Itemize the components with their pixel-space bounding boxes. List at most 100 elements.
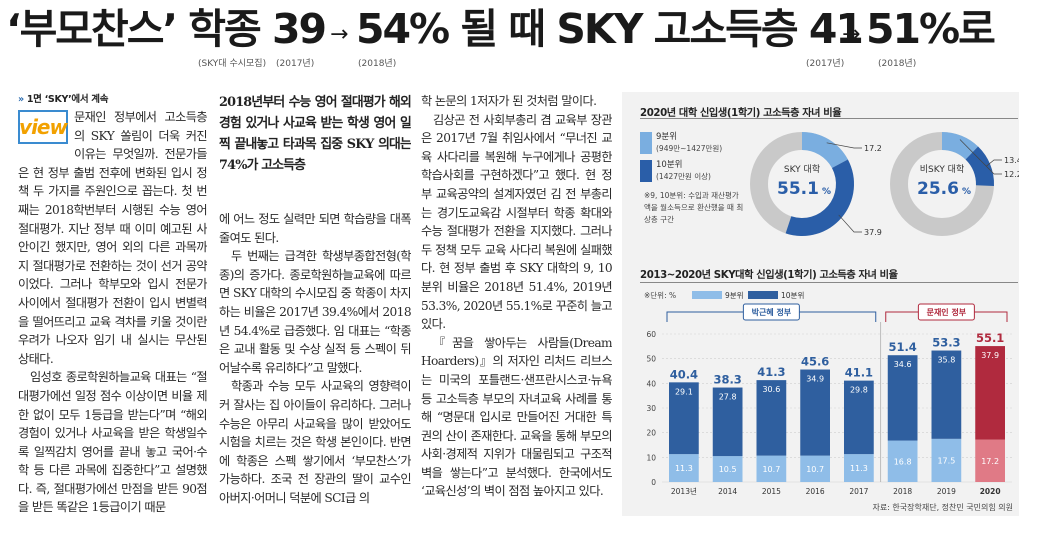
bar-legend-label-d10: 10분위 bbox=[781, 291, 804, 300]
bar-segment-d9 bbox=[756, 455, 787, 482]
article-paragraph: 김상곤 전 사회부총리 겸 교육부 장관은 2017년 7월 취임사에서 “무너… bbox=[421, 112, 612, 332]
headline-sub-3: (2018년) bbox=[358, 59, 397, 69]
headline-part2: 54% 될 때 SKY 고소득층 41 bbox=[356, 5, 864, 53]
bar-total-label: 40.4 bbox=[670, 367, 698, 381]
bar-chart: ※단위: % 9분위 10분위 0 10 20 30 40 50 60 박근혜 정부 문재인 정부 11… bbox=[644, 290, 1012, 496]
bar-y-tick-label: 40 bbox=[646, 379, 656, 388]
bar-data-label-d10: 34.9 bbox=[806, 375, 824, 384]
bar-y-tick-label: 20 bbox=[646, 429, 656, 438]
bar-data-label-d9: 10.5 bbox=[719, 465, 737, 474]
bar-y-tick-label: 50 bbox=[646, 355, 656, 364]
bar-total-label: 41.1 bbox=[845, 366, 873, 380]
donut-total-value: 55.1 bbox=[777, 179, 819, 199]
bar-segment-d9 bbox=[844, 454, 874, 482]
headline-arrow-1: → bbox=[330, 22, 349, 47]
kicker-label: 1면 ‘SKY’에서 계속 bbox=[26, 94, 109, 105]
article-paragraph: 학 논문의 1저자가 된 것처럼 말이다. bbox=[421, 94, 597, 108]
bar-data-label-d9: 11.3 bbox=[675, 464, 693, 473]
donut-value-d10: 13.4 bbox=[1004, 156, 1019, 165]
article-paragraph: 학종과 수능 모두 사교육의 영향력이 커 잘사는 집 아이들이 유리하다. 그… bbox=[219, 379, 411, 505]
bar-x-tick-label: 2014 bbox=[718, 487, 737, 496]
bar-segment-d9 bbox=[931, 438, 962, 482]
divider bbox=[640, 118, 1018, 119]
deck-summary: 2018년부터 수능 영어 절대평가 해외 경험 있거나 사교육 받는 학생 영… bbox=[219, 95, 411, 173]
bar-data-label-d10: 29.8 bbox=[850, 386, 868, 395]
article-column-1: » 1면 ‘SKY’에서 계속 view 문재인 정부에서 고소득층의 SKY … bbox=[18, 92, 207, 532]
bar-segment-d10 bbox=[712, 387, 743, 457]
article-paragraph: 에 어느 정도 실력만 되면 학습량을 대폭 줄여도 된다. bbox=[219, 212, 411, 245]
bar-data-label-d10: 34.6 bbox=[894, 360, 912, 369]
bar-segment-d10 bbox=[931, 350, 962, 439]
donut-total-value: 25.6 bbox=[917, 179, 959, 199]
bar-data-label-d9: 16.8 bbox=[894, 457, 912, 466]
bar-data-label-d9: 10.7 bbox=[762, 465, 780, 474]
bar-segment-d10 bbox=[669, 382, 699, 455]
bar-legend-swatch-d9 bbox=[692, 291, 722, 299]
donut-center-label: SKY 대학 bbox=[784, 164, 820, 175]
bar-unit-label: ※단위: % bbox=[644, 290, 676, 300]
view-logo: view bbox=[18, 110, 68, 144]
bar-x-tick-label: 2019 bbox=[937, 487, 956, 496]
bar-segment-d10 bbox=[756, 380, 787, 456]
source-credit: 자료: 한국장학재단, 정찬민 국민의힘 의원 bbox=[872, 503, 1013, 512]
bar-segment-d9 bbox=[669, 454, 699, 482]
headline-sub-4: (2017년) bbox=[806, 59, 845, 69]
legend-note: ※9, 10분위: 수입과 재산평가액을 월소득으로 환산했을 때 최상층 구간 bbox=[644, 191, 744, 224]
headline-part1: ‘부모찬스’ 학종 39 bbox=[6, 5, 327, 53]
bar-x-tick-label: 2016 bbox=[806, 487, 825, 496]
bar-data-label-d9: 10.7 bbox=[806, 465, 824, 474]
bar-data-label-d9: 17.2 bbox=[981, 457, 999, 466]
bar-legend-swatch-d10 bbox=[748, 291, 778, 299]
bar-period-label: 박근혜 정부 bbox=[752, 307, 792, 317]
bar-y-tick-label: 30 bbox=[646, 404, 656, 413]
bar-period-box bbox=[742, 303, 800, 321]
donut-leader-d9 bbox=[826, 142, 862, 149]
donut-value-d10: 37.9 bbox=[864, 228, 882, 237]
article-column-3: 학 논문의 1저자가 된 것처럼 말이다. 김상곤 전 사회부총리 겸 교육부 … bbox=[421, 92, 612, 532]
donut-total-unit: % bbox=[822, 187, 831, 197]
article-paragraph: 두 번째는 급격한 학생부종합전형(학종)의 증가다. 종로학원하늘교육에 따르… bbox=[219, 249, 411, 375]
bar-y-tick-label: 10 bbox=[646, 453, 656, 462]
bar-x-tick-label: 2018 bbox=[893, 487, 912, 496]
article-paragraph: 『꿈을 쌓아두는 사람들(Dream Hoarders)』의 저자인 리처드 리… bbox=[421, 335, 612, 499]
donut-segment-d10 bbox=[965, 146, 994, 186]
donut-value-d9: 17.2 bbox=[864, 144, 882, 153]
legend-label-d10: 10분위 bbox=[656, 160, 683, 170]
article-paragraph: 문재인 정부에서 고소득층의 SKY 쏠림이 더욱 커진 이유는 무엇일까. 전… bbox=[18, 110, 207, 366]
article-column-2: 2018년부터 수능 영어 절대평가 해외 경험 있거나 사교육 받는 학생 영… bbox=[219, 92, 411, 532]
donut-leader-d10 bbox=[838, 214, 862, 233]
headline-arrow-2: → bbox=[842, 22, 861, 47]
bar-data-label-d9: 11.3 bbox=[850, 464, 868, 473]
donut-center-label: 비SKY 대학 bbox=[920, 164, 965, 175]
bar-period-box bbox=[917, 303, 975, 321]
bar-total-label: 55.1 bbox=[976, 331, 1004, 345]
legend-sub-d10: (1427만원 이상) bbox=[656, 172, 711, 181]
donut-leader-d9 bbox=[959, 139, 1002, 175]
donut-segment-d9 bbox=[942, 132, 979, 160]
donut-total-unit: % bbox=[962, 187, 971, 197]
bar-data-label-d10: 27.8 bbox=[719, 393, 737, 402]
donut-segment-d10 bbox=[785, 159, 854, 237]
bar-data-label-d10: 29.1 bbox=[675, 387, 693, 396]
bar-segment-d10 bbox=[887, 355, 918, 441]
bar-data-label-d10: 35.8 bbox=[937, 356, 955, 365]
donut-leader-d10 bbox=[986, 159, 1002, 167]
bar-total-label: 45.6 bbox=[801, 355, 829, 369]
headline: ‘부모찬스’ 학종 39 → 54% 될 때 SKY 고소득층 41 → 51%… bbox=[0, 2, 1041, 69]
bar-x-tick-label: 2020 bbox=[980, 487, 1001, 496]
headline-sub-1: (SKY대 수시모집) bbox=[198, 59, 267, 69]
bar-data-label-d10: 30.6 bbox=[762, 385, 780, 394]
headline-sub-5: (2018년) bbox=[878, 59, 917, 69]
bar-x-tick-label: 2017 bbox=[849, 487, 868, 496]
bar-chart-title: 2013~2020년 SKY대학 신입생(1학기) 고소득층 자녀 비율 bbox=[640, 270, 898, 281]
donut-chart-title: 2020년 대학 신입생(1학기) 고소득층 자녀 비율 bbox=[640, 108, 842, 119]
headline-sub-2: (2017년) bbox=[276, 59, 315, 69]
bar-segment-d10 bbox=[844, 380, 874, 455]
bar-segment-d9 bbox=[712, 456, 743, 482]
legend-swatch-d9 bbox=[640, 132, 652, 154]
bar-segment-d10 bbox=[800, 369, 830, 456]
bar-total-label: 51.4 bbox=[888, 340, 916, 354]
bar-segment-d9 bbox=[800, 455, 830, 482]
bar-period-label: 문재인 정부 bbox=[927, 307, 967, 317]
bar-total-label: 38.3 bbox=[713, 373, 741, 387]
